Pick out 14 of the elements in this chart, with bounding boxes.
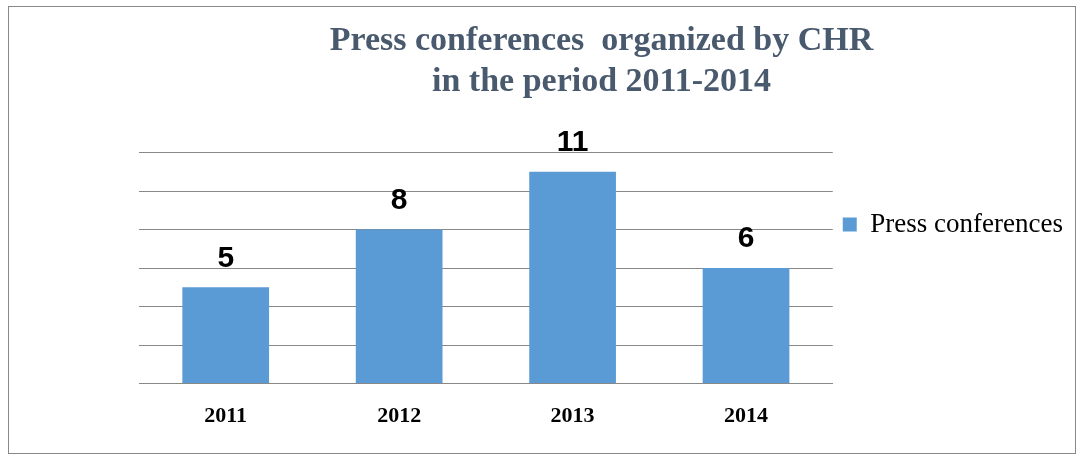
bar bbox=[702, 268, 790, 384]
x-tick-label: 2014 bbox=[724, 402, 769, 428]
data-label: 11 bbox=[556, 124, 589, 158]
data-label: 5 bbox=[217, 239, 235, 273]
data-label: 8 bbox=[390, 181, 408, 215]
bar bbox=[355, 229, 443, 384]
bar bbox=[529, 171, 616, 384]
bar bbox=[182, 287, 270, 384]
legend-label: Press conferences bbox=[870, 207, 1063, 238]
chart-title: Press conferences organized by CHR in the period 2011-2014 bbox=[329, 20, 874, 98]
x-tick-label: 2012 bbox=[377, 402, 422, 428]
x-tick-label: 2011 bbox=[204, 402, 248, 428]
x-tick-label: 2013 bbox=[550, 402, 595, 428]
data-label: 6 bbox=[737, 220, 755, 254]
